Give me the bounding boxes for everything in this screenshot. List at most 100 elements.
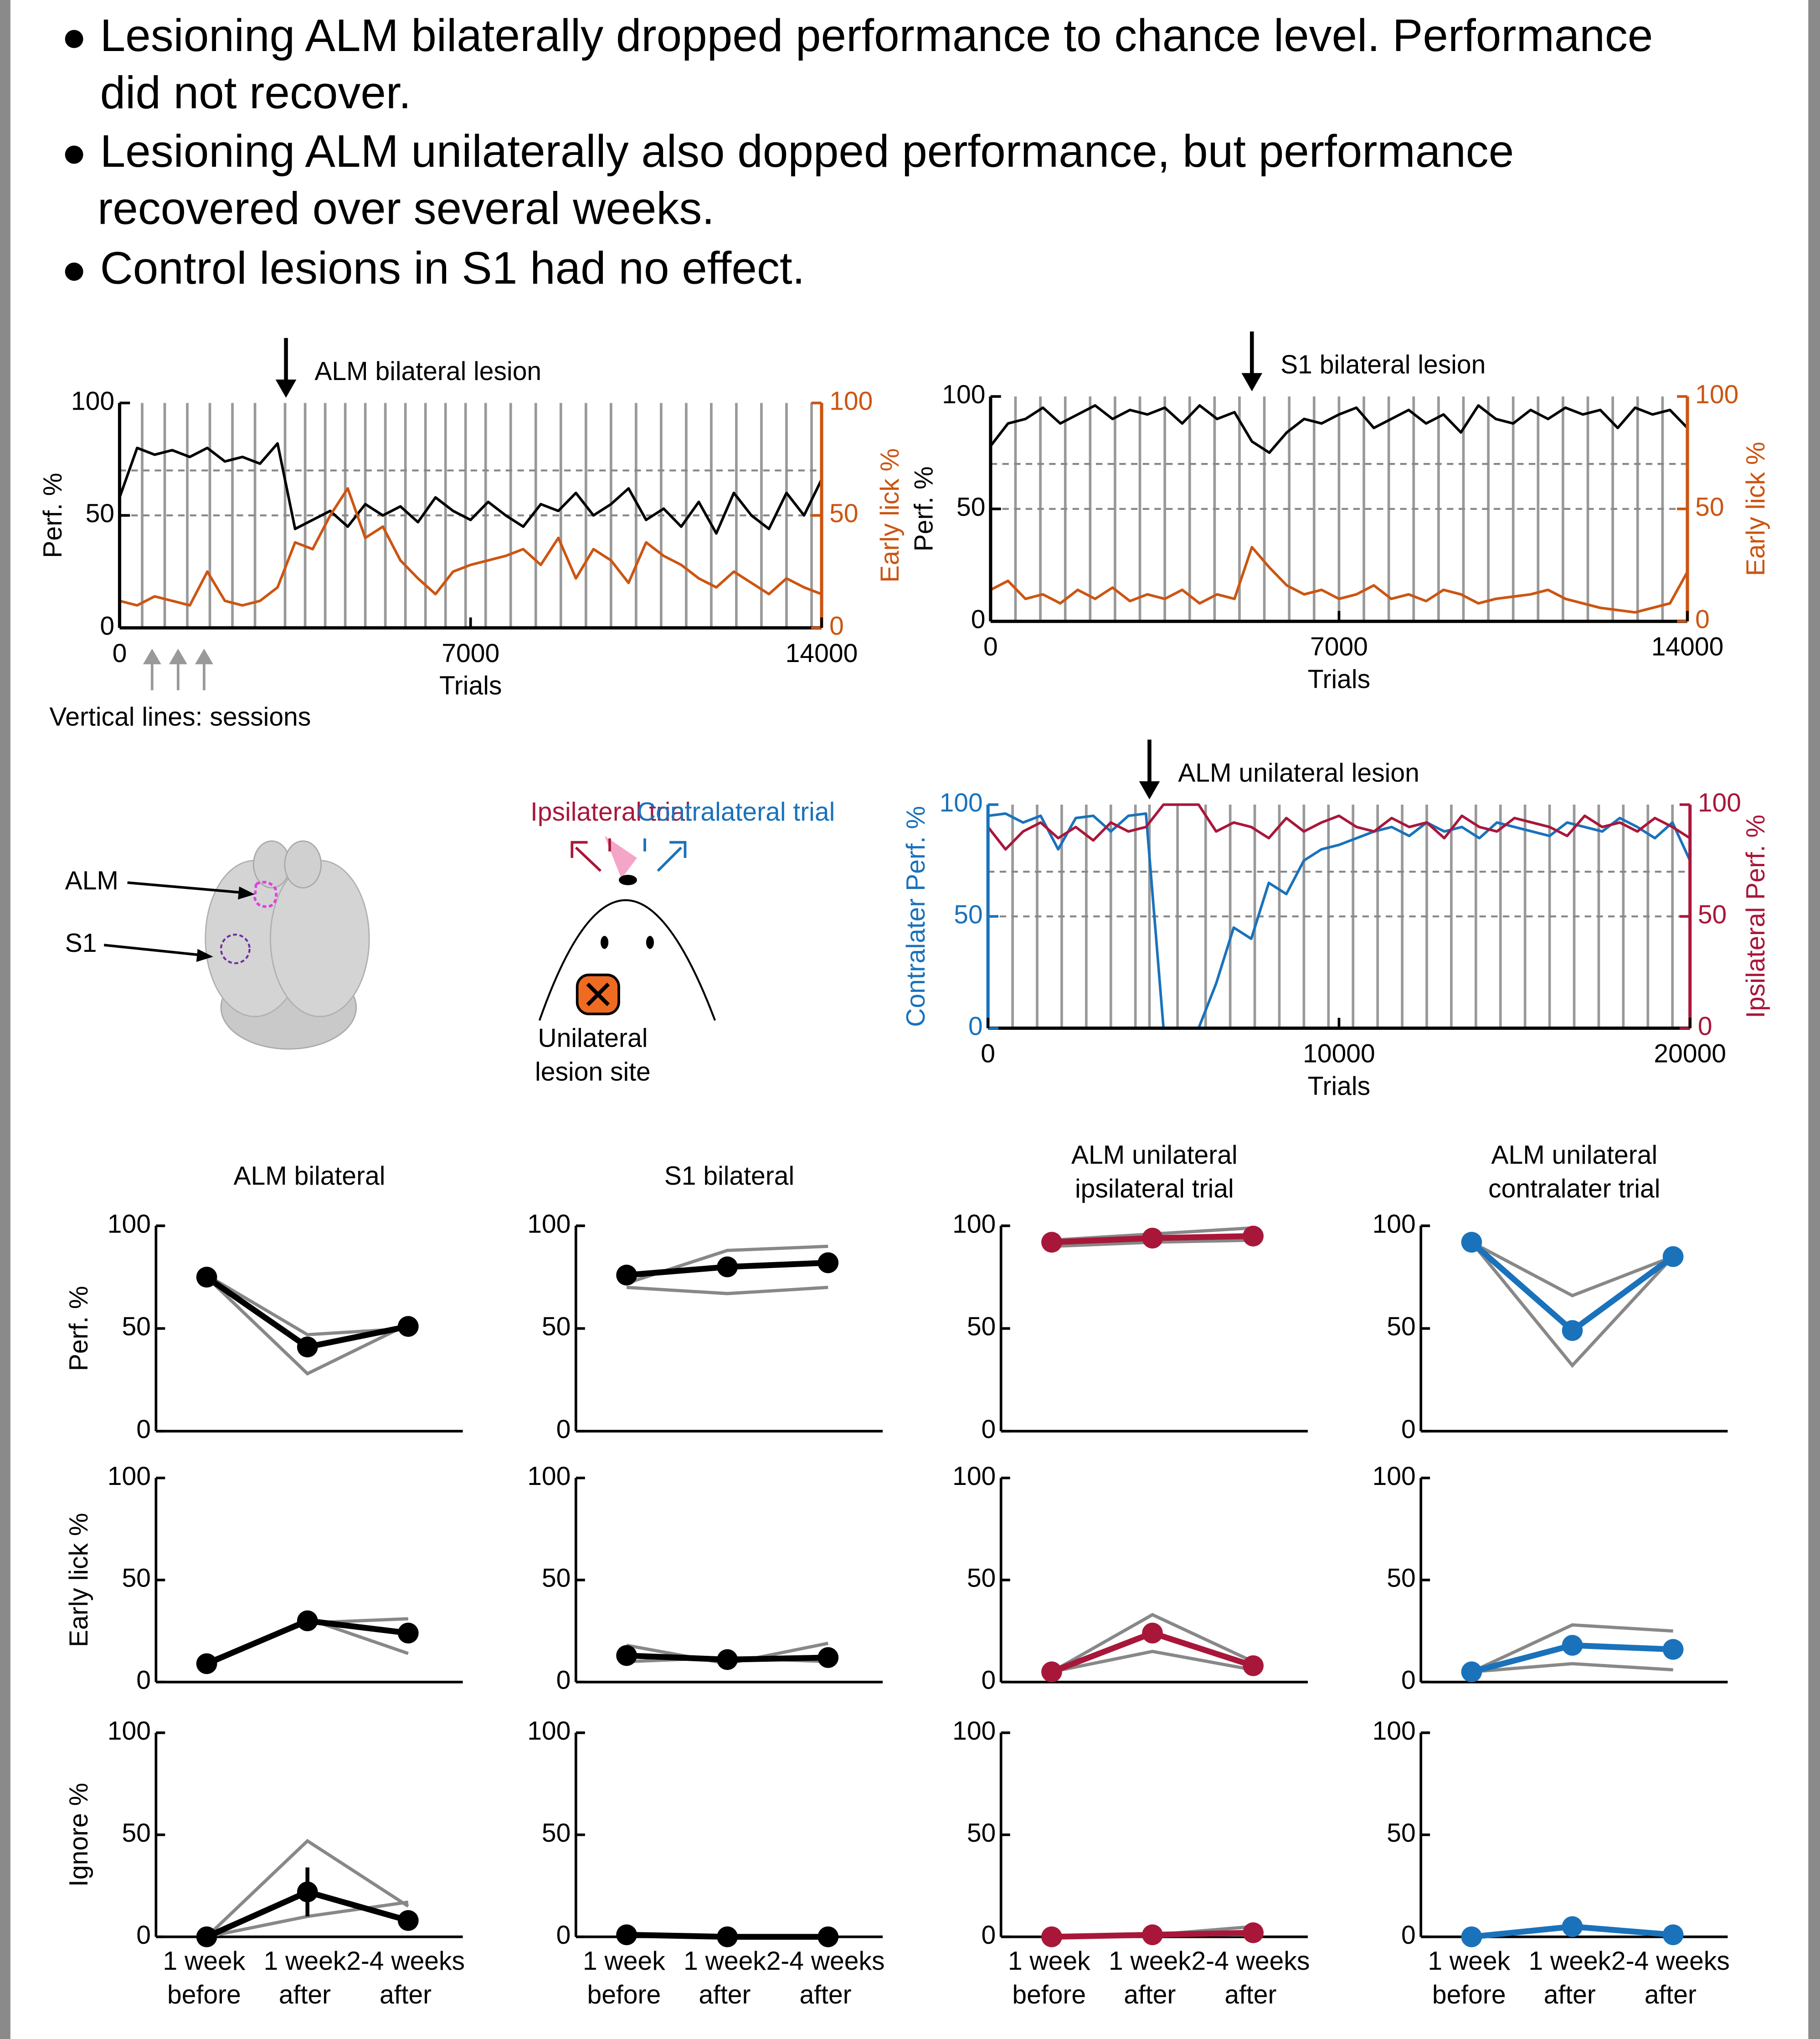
y-tick-label: 0	[982, 1415, 996, 1444]
animal-line	[206, 1276, 409, 1376]
y-tick-label: 100	[527, 1462, 571, 1491]
mean-marker	[297, 1610, 318, 1632]
session-pointer-head	[169, 648, 187, 664]
mean-marker	[1562, 1916, 1583, 1937]
bullet-text: Lesioning ALM bilaterally dropped perfor…	[100, 10, 1653, 61]
x-tick-label: 0	[113, 639, 127, 668]
contra-arrowhead	[669, 841, 687, 858]
annotation: S1 bilateral lesion	[1280, 350, 1486, 380]
ipsi-arrowhead	[571, 841, 588, 858]
x-tick-label: 0	[983, 632, 998, 662]
y-tick-label: 100	[527, 1209, 571, 1238]
column-title: ALM bilateral	[234, 1161, 386, 1191]
x-tick-label: 1 week after	[684, 1947, 766, 2009]
nose	[618, 874, 637, 885]
y-tick-label: 100	[108, 1462, 151, 1491]
x-axis-label: Trials	[1308, 665, 1370, 694]
brain-label: ALM	[65, 866, 118, 895]
mean-marker	[1041, 1661, 1062, 1683]
bullet-text: recovered over several weeks.	[98, 183, 715, 234]
x-tick-label: 2-4 weeks after	[1191, 1947, 1310, 2009]
bullet-dot	[65, 262, 83, 281]
mean-marker	[1142, 1924, 1163, 1946]
y-axis-label: Ignore %	[64, 1783, 93, 1887]
note: Vertical lines: sessions	[49, 703, 311, 732]
mean-marker	[397, 1316, 419, 1337]
mean-marker	[1041, 1926, 1062, 1947]
y2-tick-label: 50	[1695, 493, 1724, 522]
pointer	[127, 881, 247, 894]
lick-cone	[604, 836, 637, 879]
frame-left	[0, 0, 10, 2039]
animal-line	[1471, 1662, 1673, 1674]
y-tick-label: 100	[71, 386, 114, 416]
x-tick-label: 1 week before	[583, 1947, 665, 2009]
eye	[646, 936, 654, 949]
x-axis-label: Trials	[1308, 1072, 1370, 1101]
mean-marker	[1662, 1639, 1684, 1660]
y-tick-label: 100	[108, 1716, 151, 1746]
series-line	[987, 812, 1691, 1030]
y-tick-label: 50	[1387, 1564, 1415, 1593]
lesion-x	[586, 982, 610, 1007]
y-tick-label: 50	[542, 1564, 571, 1593]
x-tick-label: 2-4 weeks after	[1611, 1947, 1730, 2009]
animal-line	[1051, 1649, 1254, 1674]
mean-marker	[397, 1910, 419, 1931]
lesion-label: Unilateral lesion site	[535, 1023, 651, 1086]
y-tick-label: 0	[556, 1666, 571, 1695]
contra-arrow	[657, 847, 682, 872]
mean-marker	[616, 1264, 637, 1286]
bullet-text: Lesioning ALM unilaterally also dopped p…	[100, 126, 1514, 177]
y2-tick-label: 0	[1695, 605, 1710, 634]
y-tick-label: 0	[1401, 1921, 1416, 1950]
x-tick-label: 1 week after	[264, 1947, 346, 2009]
trial-label: Ipsilateral trial	[530, 797, 691, 827]
y-tick-label: 50	[1387, 1312, 1415, 1341]
mean-marker	[616, 1924, 637, 1946]
mean-marker	[1562, 1320, 1583, 1341]
session-pointer-head	[143, 648, 161, 664]
trial-label: Contralateral trial	[637, 797, 835, 827]
mean-marker	[196, 1267, 217, 1288]
y-tick-label: 100	[942, 380, 985, 409]
mouse-diagram: Ipsilateral trial Contralateral trial Un…	[530, 797, 835, 1087]
eye	[601, 936, 609, 949]
bullets: Lesioning ALM bilaterally dropped perfor…	[65, 10, 1653, 294]
y2-tick-label: 100	[1698, 788, 1741, 817]
mean-marker	[1662, 1924, 1684, 1946]
y-tick-label: 100	[527, 1716, 571, 1746]
x-tick-label: 7000	[1310, 632, 1368, 662]
mean-marker	[817, 1252, 839, 1274]
alm-outline	[253, 881, 278, 908]
y2-axis-label: Ipsilateral Perf. %	[1741, 815, 1770, 1018]
brain-label: S1	[65, 929, 97, 958]
y2-axis-label: Early lick %	[875, 448, 905, 583]
lesion-arrowhead	[1241, 373, 1263, 391]
y-tick-label: 100	[1373, 1462, 1416, 1491]
y-tick-label: 0	[968, 1012, 983, 1041]
x-tick-label: 2-4 weeks after	[346, 1947, 465, 2009]
column-title: S1 bilateral	[664, 1161, 794, 1191]
mean-marker	[1243, 1225, 1264, 1247]
mean-marker	[1142, 1228, 1163, 1249]
y-tick-label: 100	[940, 788, 983, 817]
y-tick-label: 0	[1401, 1415, 1416, 1444]
y-tick-label: 0	[971, 605, 986, 634]
y2-tick-label: 50	[1698, 900, 1727, 929]
s1-outline	[220, 934, 251, 965]
column-title: ALM unilateral ipsilateral trial	[1071, 1140, 1238, 1203]
y-tick-label: 50	[967, 1564, 996, 1593]
animal-line	[1470, 1241, 1675, 1368]
y-tick-label: 0	[136, 1415, 151, 1444]
y-axis-label: Perf. %	[909, 466, 938, 551]
series-line	[989, 404, 1689, 454]
animal-line	[1470, 1623, 1673, 1674]
y-tick-label: 0	[136, 1921, 151, 1950]
y-tick-label: 0	[1401, 1666, 1416, 1695]
annotation: ALM unilateral lesion	[1178, 758, 1419, 787]
annotation: ALM bilateral lesion	[314, 357, 541, 386]
animal-line	[626, 1285, 828, 1295]
mean-marker	[1243, 1655, 1264, 1676]
y2-tick-label: 0	[1698, 1012, 1712, 1041]
